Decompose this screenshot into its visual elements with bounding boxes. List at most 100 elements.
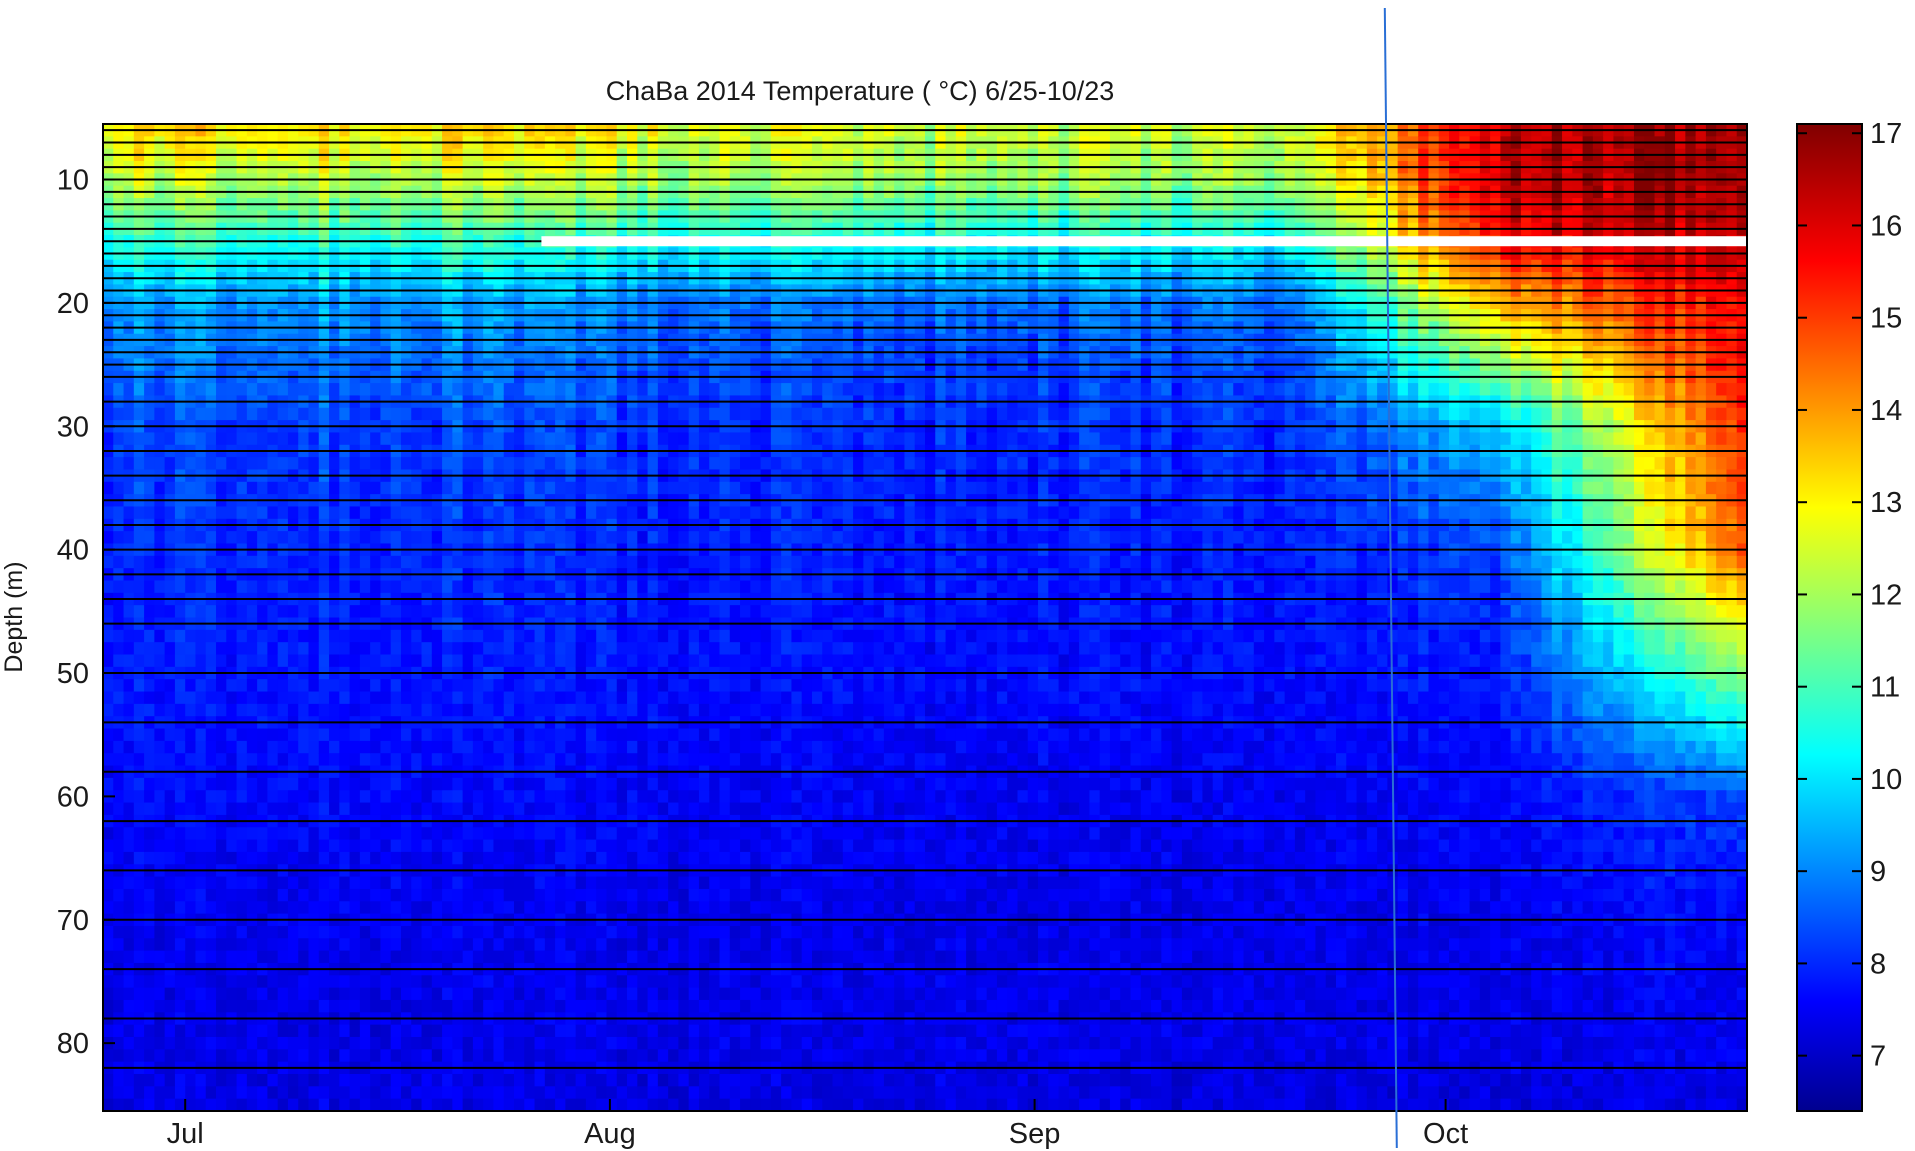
heatmap-cell: [462, 790, 474, 804]
heatmap-cell: [483, 1024, 495, 1038]
heatmap-cell: [585, 531, 597, 545]
heatmap-cell: [647, 481, 659, 495]
heatmap-cell: [308, 481, 320, 495]
heatmap-cell: [246, 777, 258, 791]
heatmap-cell: [246, 901, 258, 915]
heatmap-cell: [462, 407, 474, 421]
heatmap-cell: [606, 740, 618, 754]
heatmap-cell: [226, 481, 238, 495]
heatmap-cell: [637, 679, 649, 693]
heatmap-cell: [390, 777, 402, 791]
heatmap-cell: [113, 481, 125, 495]
heatmap-cell: [123, 802, 135, 816]
heatmap-cell: [688, 580, 700, 594]
heatmap-cell: [431, 827, 443, 841]
heatmap-cell: [164, 654, 176, 668]
heatmap-cell: [144, 1073, 155, 1087]
heatmap-cell: [257, 432, 269, 446]
heatmap-cell: [452, 679, 464, 693]
heatmap-cell: [688, 938, 700, 952]
heatmap-cell: [359, 691, 371, 705]
heatmap-cell: [370, 605, 382, 619]
heatmap-cell: [442, 1098, 453, 1111]
heatmap-cell: [205, 987, 217, 1001]
heatmap-cell: [729, 851, 741, 865]
heatmap-cell: [431, 1098, 443, 1111]
heatmap-cell: [133, 679, 145, 693]
heatmap-cell: [195, 876, 207, 890]
heatmap-cell: [216, 580, 227, 594]
heatmap-cell: [380, 531, 392, 545]
heatmap-cell: [729, 506, 741, 520]
heatmap-cell: [483, 999, 495, 1013]
heatmap-cell: [575, 901, 587, 915]
heatmap-cell: [226, 975, 238, 989]
heatmap-cell: [421, 703, 433, 717]
heatmap-cell: [555, 629, 566, 643]
heatmap-cell: [287, 975, 299, 989]
heatmap-cell: [719, 531, 731, 545]
heatmap-cell: [616, 925, 628, 939]
heatmap-cell: [400, 457, 412, 471]
heatmap-cell: [483, 888, 495, 902]
heatmap-cell: [493, 753, 505, 767]
heatmap-cell: [277, 987, 289, 1001]
heatmap-cell: [298, 901, 310, 915]
heatmap-cell: [411, 876, 423, 890]
heatmap-cell: [524, 457, 536, 471]
heatmap-cell: [287, 740, 299, 754]
heatmap-cell: [524, 728, 536, 742]
heatmap-cell: [411, 950, 423, 964]
heatmap-cell: [442, 481, 453, 495]
heatmap-cell: [267, 777, 279, 791]
heatmap-cell: [144, 605, 155, 619]
heatmap-cell: [411, 753, 423, 767]
heatmap-cell: [103, 728, 114, 742]
heatmap-cell: [329, 851, 340, 865]
heatmap-cell: [287, 457, 299, 471]
heatmap-cell: [698, 1073, 710, 1087]
heatmap-cell: [698, 1024, 710, 1038]
heatmap-cell: [226, 901, 238, 915]
heatmap-cell: [226, 1098, 238, 1111]
heatmap-cell: [380, 950, 392, 964]
heatmap-cell: [287, 901, 299, 915]
heatmap-cell: [226, 555, 238, 569]
heatmap-cell: [452, 703, 464, 717]
heatmap-cell: [503, 580, 515, 594]
heatmap-cell: [565, 777, 577, 791]
heatmap-cell: [329, 987, 340, 1001]
heatmap-cell: [205, 1098, 217, 1111]
heatmap-cell: [647, 531, 659, 545]
heatmap-cell: [246, 876, 258, 890]
heatmap-cell: [329, 432, 340, 446]
heatmap-cell: [606, 925, 618, 939]
heatmap-cell: [719, 975, 731, 989]
heatmap-cell: [421, 790, 433, 804]
heatmap-cell: [555, 580, 566, 594]
heatmap-cell: [277, 1049, 289, 1063]
heatmap-cell: [575, 691, 587, 705]
heatmap-cell: [339, 679, 351, 693]
heatmap-cell: [216, 703, 227, 717]
heatmap-cell: [267, 839, 279, 853]
heatmap-cell: [729, 481, 741, 495]
heatmap-cell: [514, 839, 525, 853]
heatmap-cell: [246, 851, 258, 865]
heatmap-cell: [349, 802, 361, 816]
heatmap-cell: [339, 629, 351, 643]
heatmap-cell: [318, 383, 330, 397]
heatmap-cell: [411, 777, 423, 791]
heatmap-cell: [442, 691, 453, 705]
heatmap-cell: [216, 790, 227, 804]
heatmap-cell: [493, 938, 505, 952]
heatmap-cell: [205, 851, 217, 865]
heatmap-cell: [339, 728, 351, 742]
heatmap-cell: [329, 580, 340, 594]
heatmap-cell: [421, 999, 433, 1013]
heatmap-cell: [688, 605, 700, 619]
heatmap-cell: [698, 740, 710, 754]
heatmap-cell: [216, 605, 227, 619]
heatmap-cell: [164, 407, 176, 421]
heatmap-cell: [185, 407, 197, 421]
